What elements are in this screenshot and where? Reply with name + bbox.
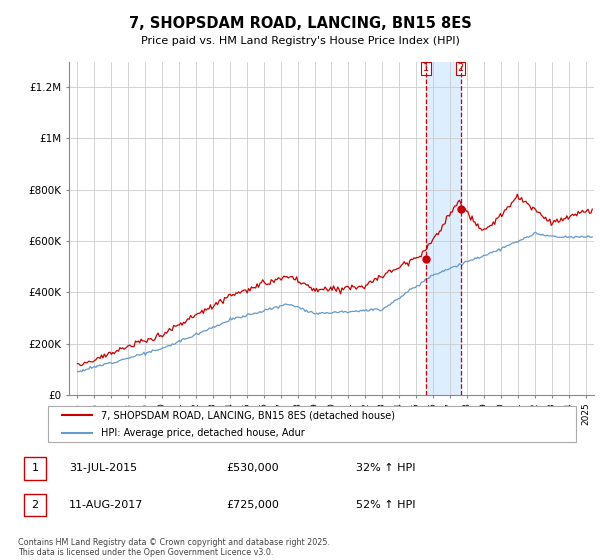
- Point: [421, 254, 431, 263]
- Bar: [426, 62, 461, 395]
- Text: 7, SHOPSDAM ROAD, LANCING, BN15 8ES (detached house): 7, SHOPSDAM ROAD, LANCING, BN15 8ES (det…: [101, 410, 395, 420]
- Text: 11-AUG-2017: 11-AUG-2017: [69, 500, 143, 510]
- Text: 31-JUL-2015: 31-JUL-2015: [69, 464, 137, 473]
- Text: Price paid vs. HM Land Registry's House Price Index (HPI): Price paid vs. HM Land Registry's House …: [140, 36, 460, 46]
- Text: 1: 1: [31, 464, 38, 473]
- Text: £725,000: £725,000: [227, 500, 280, 510]
- Text: 7, SHOPSDAM ROAD, LANCING, BN15 8ES: 7, SHOPSDAM ROAD, LANCING, BN15 8ES: [128, 16, 472, 31]
- FancyBboxPatch shape: [48, 406, 576, 442]
- Text: 2: 2: [457, 63, 464, 73]
- Text: 32% ↑ HPI: 32% ↑ HPI: [356, 464, 416, 473]
- FancyBboxPatch shape: [23, 457, 46, 480]
- Text: £530,000: £530,000: [227, 464, 280, 473]
- FancyBboxPatch shape: [23, 493, 46, 516]
- Point: [456, 204, 466, 213]
- Text: HPI: Average price, detached house, Adur: HPI: Average price, detached house, Adur: [101, 428, 305, 438]
- Text: 52% ↑ HPI: 52% ↑ HPI: [356, 500, 416, 510]
- Text: 2: 2: [31, 500, 38, 510]
- Text: Contains HM Land Registry data © Crown copyright and database right 2025.
This d: Contains HM Land Registry data © Crown c…: [18, 538, 330, 557]
- Text: 1: 1: [423, 63, 429, 73]
